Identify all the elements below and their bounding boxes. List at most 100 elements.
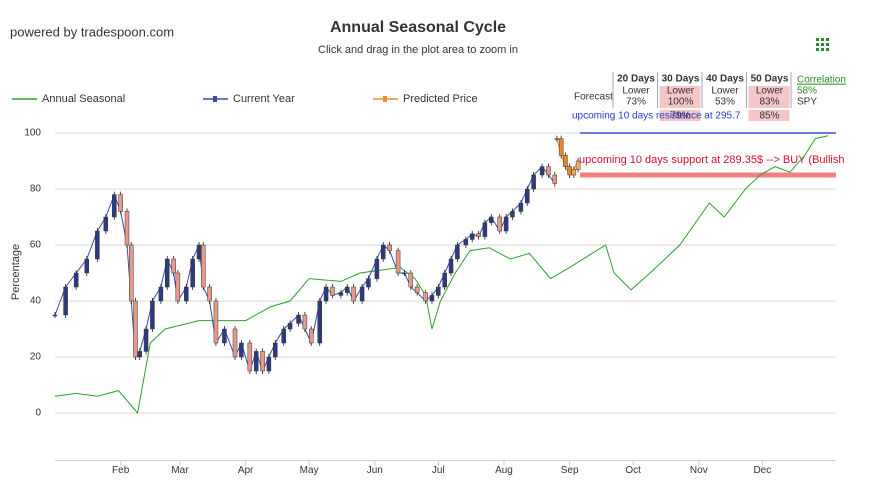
x-tick-label: Jul — [432, 465, 445, 476]
col-signal: Lower — [622, 86, 650, 97]
candle — [395, 250, 401, 274]
candle — [554, 138, 560, 140]
x-tick-label: Jun — [367, 465, 383, 476]
candle — [571, 169, 577, 176]
cell-bg — [748, 110, 790, 121]
candle — [448, 258, 454, 274]
candle — [546, 166, 551, 176]
candle — [323, 286, 329, 302]
candle — [200, 244, 206, 288]
candle — [133, 300, 138, 358]
legend-marker — [383, 96, 387, 102]
cell-bg — [659, 86, 701, 108]
y-tick-label: 60 — [30, 240, 42, 251]
candle — [463, 239, 469, 246]
candle — [112, 194, 117, 218]
candle — [266, 356, 272, 372]
col-pct: 73% — [626, 97, 646, 108]
col-header: 40 Days — [706, 74, 744, 85]
col-header: 30 Days — [662, 74, 700, 85]
candle — [338, 292, 344, 296]
candle — [387, 244, 392, 251]
candle — [309, 328, 314, 344]
candle — [222, 328, 227, 344]
candle — [351, 286, 356, 302]
candle — [84, 258, 90, 274]
candle — [558, 138, 564, 156]
x-tick-label: Apr — [238, 465, 254, 476]
menu-icon[interactable] — [816, 38, 829, 51]
y-tick-label: 40 — [30, 296, 42, 307]
cell-bg — [748, 86, 790, 108]
seasonal-line — [54, 135, 829, 415]
candle — [423, 292, 428, 302]
candle — [143, 328, 149, 352]
candle — [552, 174, 558, 184]
chart-title: Annual Seasonal Cycle — [330, 19, 506, 36]
candle — [359, 286, 365, 302]
candle — [469, 233, 475, 240]
candle — [253, 351, 259, 372]
col-pct: 100% — [668, 97, 694, 108]
candle — [567, 166, 572, 176]
candle — [124, 211, 130, 246]
col-header: 50 Days — [751, 74, 789, 85]
col-header: 20 Days — [617, 74, 655, 85]
candle — [73, 272, 79, 288]
x-tick-label: Oct — [625, 465, 641, 476]
candle — [381, 244, 386, 260]
col-signal: Lower — [756, 86, 784, 97]
col-signal: Lower — [667, 86, 695, 97]
y-tick-label: 0 — [35, 408, 41, 419]
candle — [247, 342, 253, 372]
candle — [482, 222, 488, 237]
col-signal: Lower — [711, 86, 739, 97]
candle — [408, 272, 414, 288]
support-text: upcoming 10 days support at 289.35$ --> … — [579, 154, 844, 166]
candle — [436, 286, 441, 296]
candle — [190, 258, 195, 288]
correlation-title: Correlation — [797, 75, 846, 86]
candle — [414, 286, 420, 293]
candle — [302, 314, 308, 330]
candle — [137, 351, 142, 358]
candle — [539, 166, 545, 176]
col-pct: 83% — [759, 97, 779, 108]
candle — [184, 286, 189, 302]
candle — [232, 328, 238, 358]
candle — [402, 272, 407, 275]
candle — [128, 244, 134, 302]
resistance-text: upcoming 10 days resistance at 295.7 — [572, 111, 741, 122]
legend-label: Predicted Price — [403, 93, 478, 105]
candle — [518, 202, 524, 212]
candle — [489, 216, 494, 223]
candle — [575, 160, 581, 170]
candle — [476, 233, 481, 237]
candle — [196, 244, 202, 260]
candle — [175, 272, 181, 302]
y-tick-label: 80 — [30, 184, 42, 195]
candle — [330, 286, 335, 296]
x-tick-label: Nov — [690, 465, 708, 476]
legend-marker — [213, 96, 217, 102]
correlation-symbol: SPY — [797, 97, 817, 108]
candle — [296, 314, 301, 324]
candle — [52, 314, 58, 317]
x-tick-label: Aug — [495, 465, 513, 476]
candle — [95, 230, 100, 260]
candle — [239, 342, 244, 358]
col-pct2: 79% — [670, 111, 690, 122]
candle — [531, 174, 536, 190]
legend-label: Current Year — [233, 93, 295, 105]
candle — [164, 258, 170, 288]
y-tick-label: 100 — [24, 128, 41, 139]
candle — [503, 216, 509, 232]
candle — [563, 155, 568, 167]
cell-bg — [659, 110, 701, 121]
candle — [281, 328, 286, 344]
candle — [207, 286, 212, 302]
candle — [429, 295, 435, 302]
candle — [442, 272, 447, 288]
